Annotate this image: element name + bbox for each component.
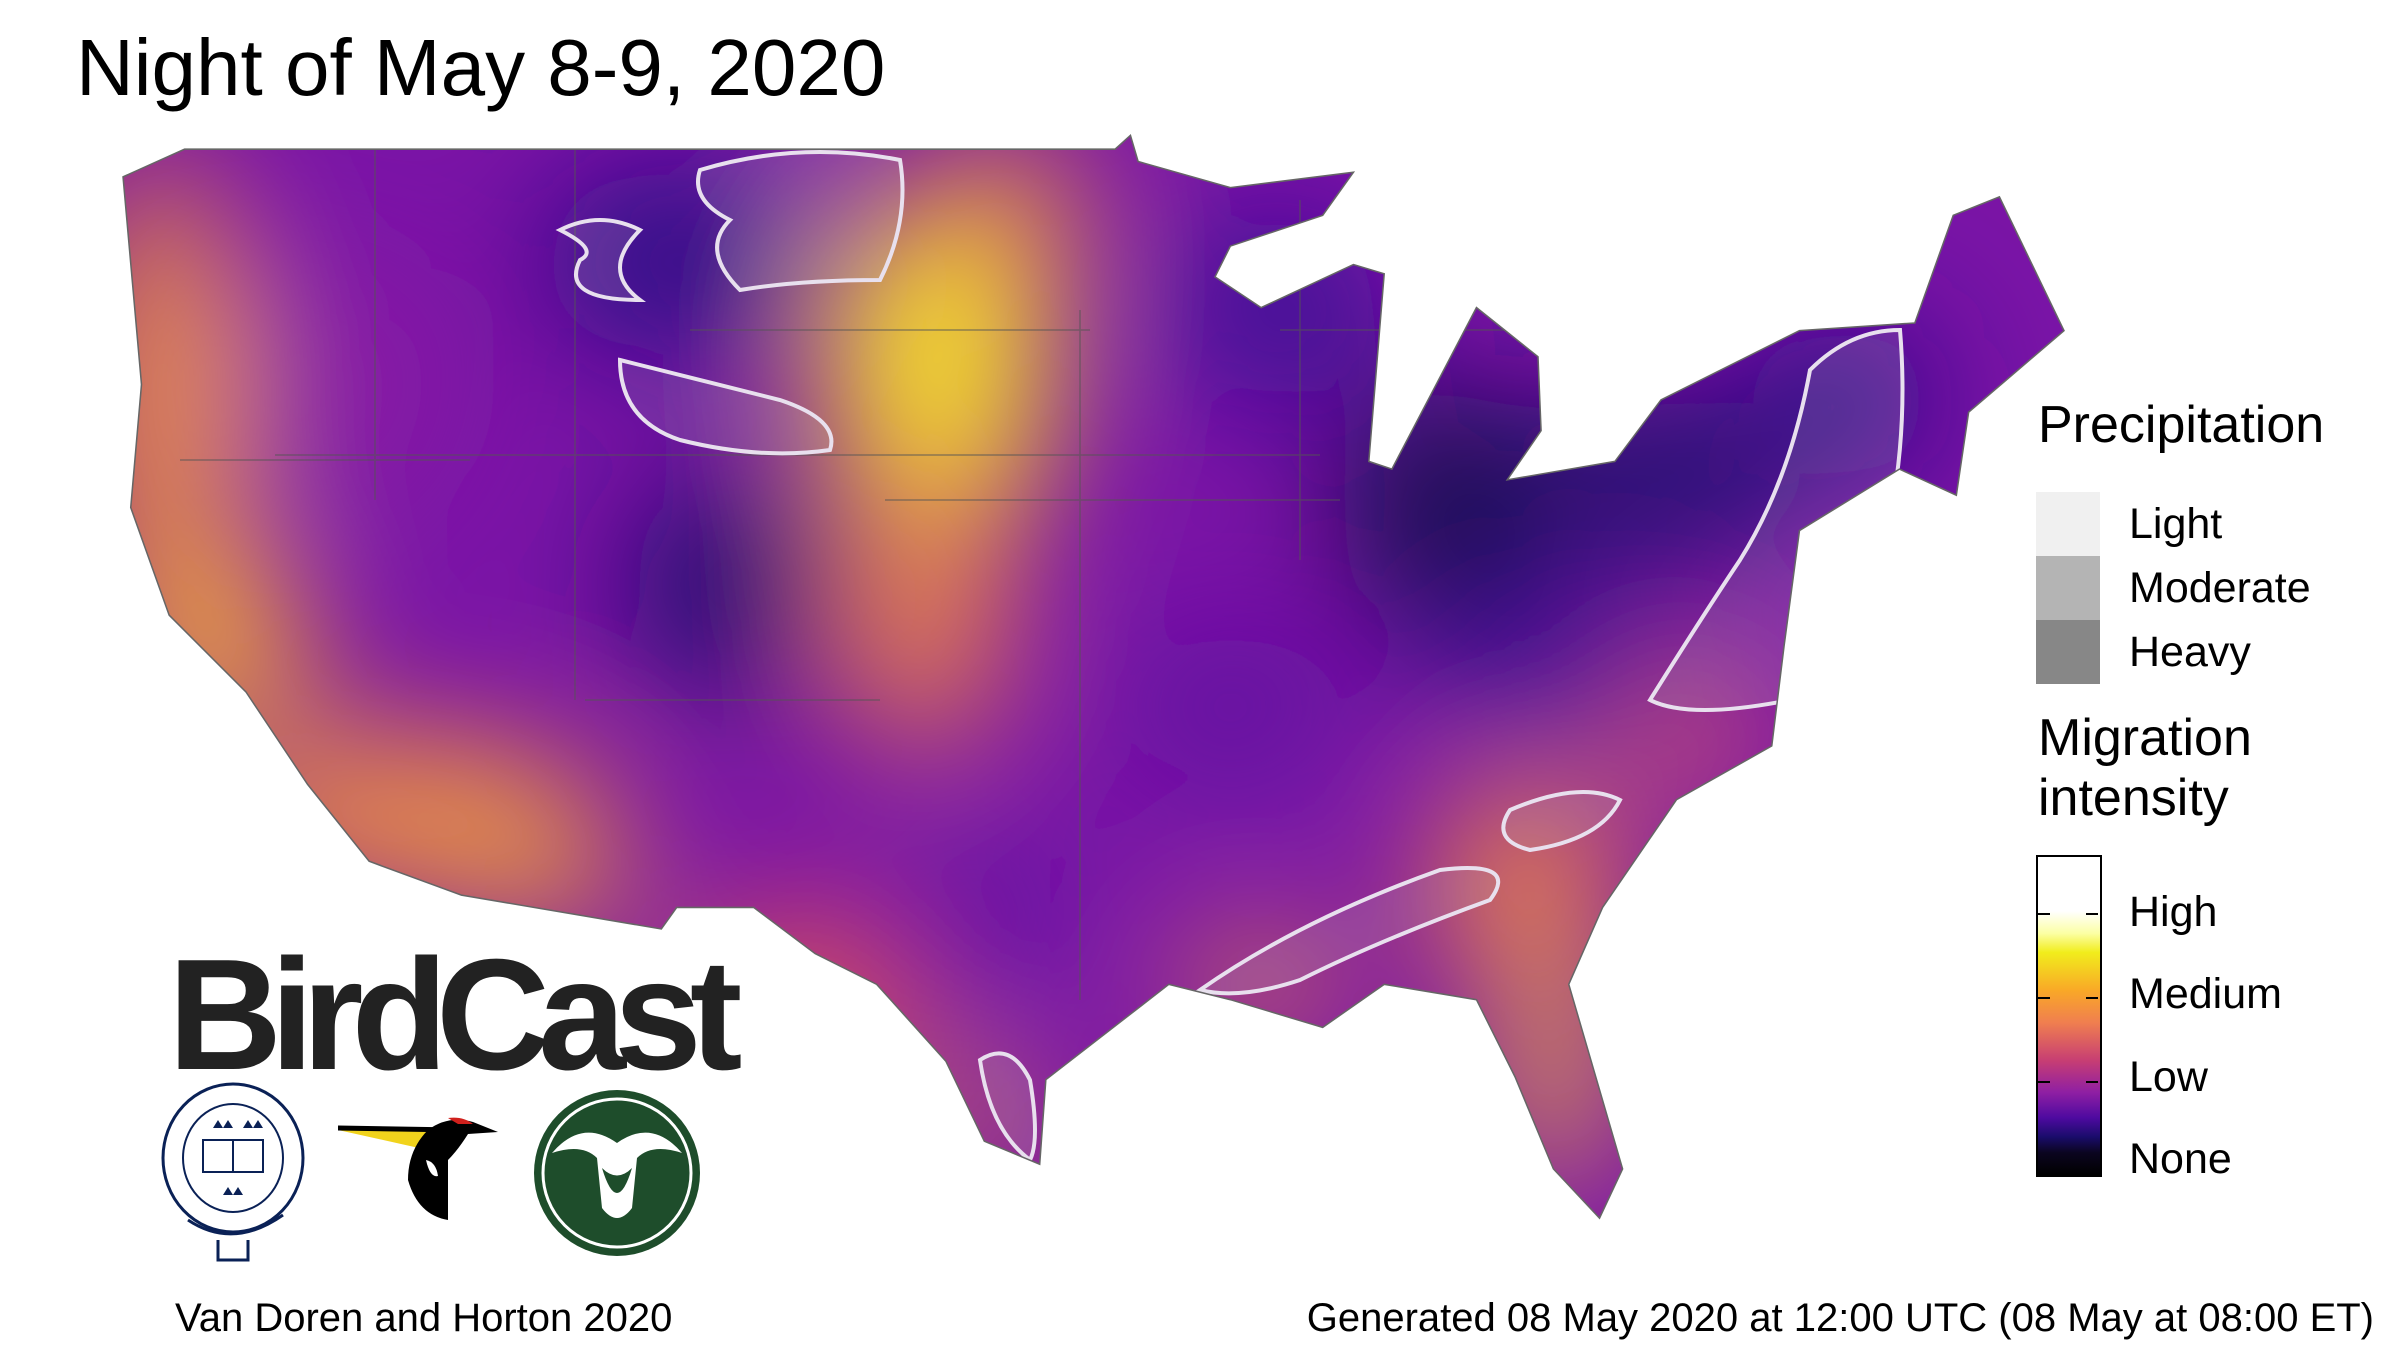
generated-timestamp: Generated 08 May 2020 at 12:00 UTC (08 M… (1306, 1296, 2374, 1340)
woodpecker-logo (338, 1117, 498, 1220)
credit-text: Van Doren and Horton 2020 (175, 1296, 673, 1340)
oxford-seal-logo (161, 1082, 305, 1262)
map-title: Night of May 8-9, 2020 (76, 23, 886, 112)
migration-title-line2: intensity (2038, 769, 2229, 827)
colorbar-tick (2086, 1081, 2098, 1083)
precip-label-heavy: Heavy (2129, 628, 2251, 676)
migration-label-high: High (2129, 888, 2218, 936)
precip-swatch-moderate (2036, 556, 2100, 620)
migration-label-medium: Medium (2129, 970, 2282, 1018)
migration-label-low: Low (2129, 1053, 2208, 1101)
colorbar-tick (2038, 997, 2050, 999)
csu-ram-logo (534, 1090, 700, 1256)
migration-title-line1: Migration (2038, 709, 2252, 767)
precip-swatch-light (2036, 492, 2100, 556)
colorbar-tick (2038, 913, 2050, 915)
precipitation-legend-title: Precipitation (2038, 396, 2325, 454)
precip-label-moderate: Moderate (2129, 564, 2311, 612)
birdcast-logo: BirdCast (168, 927, 742, 1103)
migration-colorbar (2036, 855, 2102, 1177)
colorbar-tick (2086, 913, 2098, 915)
colorbar-tick (2086, 997, 2098, 999)
migration-label-none: None (2129, 1135, 2232, 1183)
precip-label-light: Light (2129, 500, 2223, 548)
migration-legend-title: Migration intensity (2038, 708, 2252, 828)
colorbar-tick (2038, 1081, 2050, 1083)
precip-swatch-heavy (2036, 620, 2100, 684)
